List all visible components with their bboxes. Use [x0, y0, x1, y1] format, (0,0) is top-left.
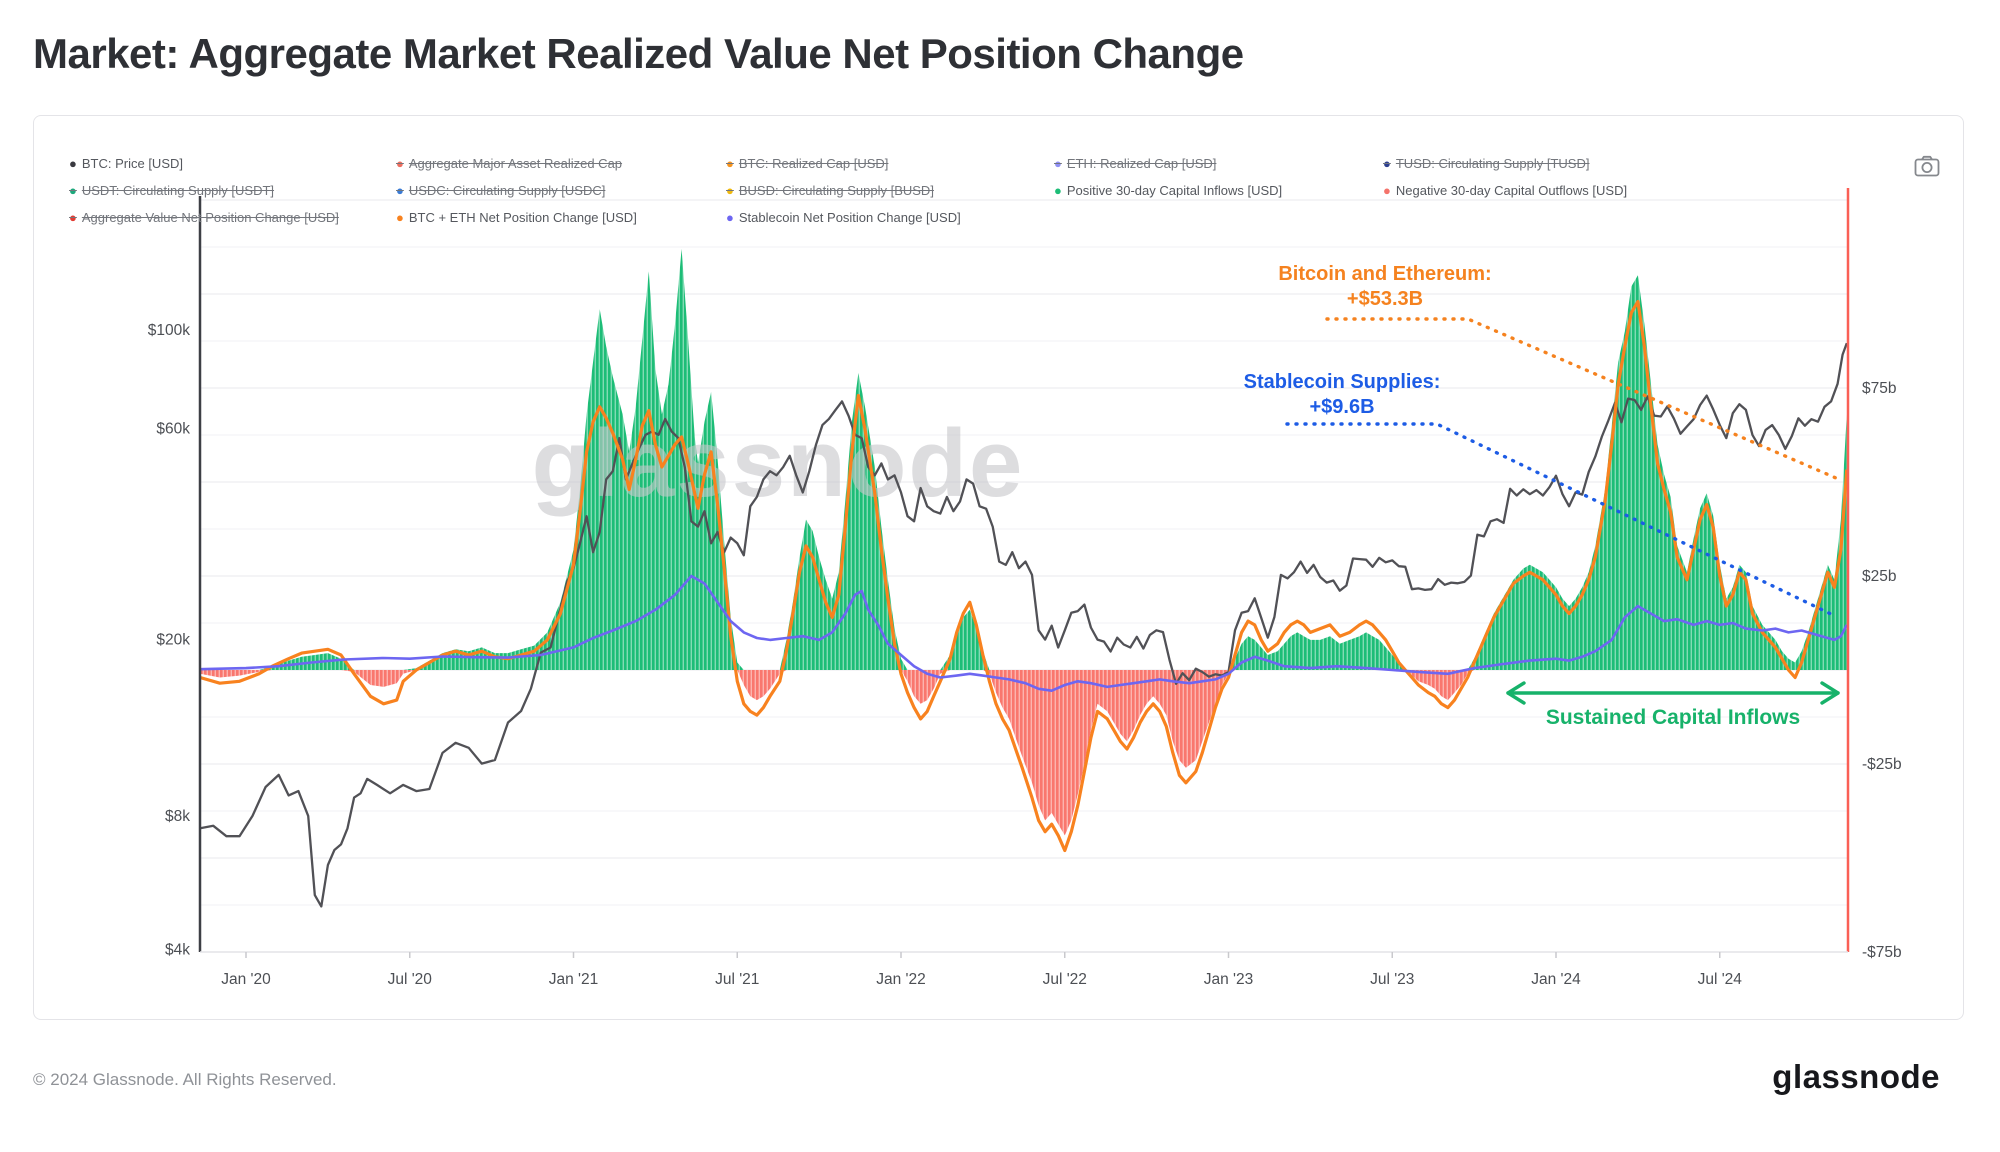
legend-item[interactable]: ● Stablecoin Net Position Change [USD] — [726, 210, 961, 225]
legend-item[interactable]: ● ETH: Realized Cap [USD] — [1054, 156, 1216, 171]
legend-item-label: Negative 30-day Capital Outflows [USD] — [1395, 183, 1628, 198]
stablecoin-npc-line — [200, 574, 1848, 692]
legend-dot-icon: ● — [1054, 183, 1062, 198]
y-axis-left-tick: $8k — [165, 808, 190, 825]
negative-outflows-area — [200, 670, 1847, 836]
legend-item-label: BTC + ETH Net Position Change [USD] — [408, 210, 637, 225]
btc-eth-npc-line — [200, 299, 1848, 853]
x-axis-tick: Jan '20 — [221, 971, 271, 988]
x-axis-tick: Jul '23 — [1370, 971, 1414, 988]
glassnode-watermark: glassnode — [532, 410, 1025, 517]
camera-icon[interactable] — [1914, 155, 1940, 177]
btc-eth-leader-line — [1325, 317, 1838, 480]
legend-item[interactable]: ● TUSD: Circulating Supply [TUSD] — [1383, 156, 1589, 171]
legend-dot-icon: ● — [396, 183, 404, 198]
copyright-text: © 2024 Glassnode. All Rights Reserved. — [33, 1070, 337, 1089]
legend-item-label: BTC: Realized Cap [USD] — [738, 156, 889, 171]
y-axis-left-tick: $60k — [156, 420, 190, 437]
legend-item[interactable]: ● USDT: Circulating Supply [USDT] — [69, 183, 274, 198]
legend-item-label: TUSD: Circulating Supply [TUSD] — [1395, 156, 1590, 171]
x-axis-tick: Jan '21 — [549, 971, 599, 988]
y-axis-right-tick: $25b — [1862, 568, 1896, 585]
legend-dot-icon: ● — [69, 183, 77, 198]
y-axis-right-tick: -$25b — [1862, 756, 1902, 773]
legend-item-label: Aggregate Major Asset Realized Cap — [408, 156, 623, 171]
annotation-btc-eth-line1: Bitcoin and Ethereum: — [1278, 263, 1492, 285]
sustained-inflows-arrow — [1506, 681, 1840, 705]
y-axis-right-tick: $75b — [1862, 380, 1896, 397]
legend-dot-icon: ● — [1054, 156, 1062, 171]
y-axis-left-tick: $4k — [165, 941, 190, 958]
legend-item[interactable]: ● Negative 30-day Capital Outflows [USD] — [1383, 183, 1627, 198]
legend-item[interactable]: ● BTC + ETH Net Position Change [USD] — [396, 210, 637, 225]
page-title: Market: Aggregate Market Realized Value … — [33, 30, 1244, 77]
x-axis-tick: Jul '24 — [1698, 971, 1743, 988]
x-axis-tick: Jan '23 — [1204, 971, 1254, 988]
legend-item-label: Stablecoin Net Position Change [USD] — [738, 210, 961, 225]
legend-item[interactable]: ● USDC: Circulating Supply [USDC] — [396, 183, 605, 198]
annotation-sustained-inflows: Sustained Capital Inflows — [1545, 706, 1801, 729]
legend-dot-icon: ● — [396, 156, 404, 171]
positive-inflows-area — [200, 248, 1847, 670]
legend-item[interactable]: ● BUSD: Circulating Supply [BUSD] — [726, 183, 934, 198]
legend-item-label: ETH: Realized Cap [USD] — [1066, 156, 1217, 171]
y-axis-left-tick: $20k — [156, 632, 190, 649]
y-axis-left-tick: $100k — [148, 322, 190, 339]
legend-item[interactable]: ● BTC: Price [USD] — [69, 156, 183, 171]
legend-dot-icon: ● — [1383, 183, 1391, 198]
legend-item[interactable]: ● Aggregate Major Asset Realized Cap — [396, 156, 622, 171]
x-axis-tick: Jan '24 — [1531, 971, 1581, 988]
annotation-stablecoin-line1: Stablecoin Supplies: — [1243, 371, 1441, 393]
x-axis-tick: Jul '22 — [1043, 971, 1087, 988]
x-axis-tick: Jul '21 — [715, 971, 759, 988]
legend-item-label: USDC: Circulating Supply [USDC] — [408, 183, 606, 198]
legend-dot-icon: ● — [726, 183, 734, 198]
legend-item-label: USDT: Circulating Supply [USDT] — [81, 183, 275, 198]
plot-area[interactable]: glassnode — [200, 199, 1848, 908]
legend-dot-icon: ● — [396, 210, 404, 225]
legend-dot-icon: ● — [726, 210, 734, 225]
y-axis-right-tick: -$75b — [1862, 944, 1902, 961]
annotation-stablecoin-value: +$9.6B — [1309, 396, 1375, 418]
legend-item[interactable]: ● Positive 30-day Capital Inflows [USD] — [1054, 183, 1282, 198]
annotation-btc-eth: Bitcoin and Ethereum: +$53.3B — [1278, 262, 1491, 312]
annotation-btc-eth-value: +$53.3B — [1346, 288, 1424, 310]
glassnode-logo: glassnode — [1772, 1058, 1940, 1095]
annotation-stablecoin: Stablecoin Supplies: +$9.6B — [1244, 370, 1441, 420]
legend-item-label: Positive 30-day Capital Inflows [USD] — [1066, 183, 1283, 198]
stablecoin-leader-line — [1285, 422, 1837, 618]
legend-dot-icon: ● — [69, 210, 77, 225]
legend-dot-icon: ● — [1383, 156, 1391, 171]
chart-legend: ● BTC: Price [USD] ● Aggregate Major Asset … — [33, 115, 1964, 235]
btc-price-line — [200, 342, 1848, 908]
x-axis-tick: Jan '22 — [876, 971, 926, 988]
legend-item-label: BUSD: Circulating Supply [BUSD] — [738, 183, 934, 198]
legend-dot-icon: ● — [69, 156, 77, 171]
legend-item[interactable]: ● Aggregate Value Net Position Change [US… — [69, 210, 339, 225]
legend-item[interactable]: ● BTC: Realized Cap [USD] — [726, 156, 888, 171]
x-axis-tick: Jul '20 — [388, 971, 433, 988]
legend-item-label: Aggregate Value Net Position Change [USD… — [81, 210, 339, 225]
legend-dot-icon: ● — [726, 156, 734, 171]
legend-item-label: BTC: Price [USD] — [81, 156, 183, 171]
